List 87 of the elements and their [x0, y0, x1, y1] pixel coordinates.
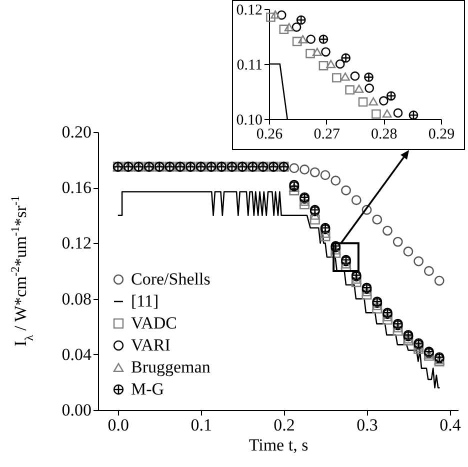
point [362, 204, 372, 215]
x-tick-label: 0.26 [256, 126, 284, 142]
y-tick-label: 0.16 [62, 178, 92, 198]
point [292, 36, 302, 46]
point [276, 10, 286, 20]
point [392, 236, 403, 247]
point [350, 71, 360, 81]
point [289, 163, 300, 174]
legend-label: [11] [131, 292, 159, 310]
point [330, 246, 341, 255]
point [270, 10, 280, 19]
point [351, 274, 362, 284]
point [318, 60, 328, 70]
x-tick-label: 0.2 [274, 416, 295, 434]
point [403, 246, 414, 257]
point [341, 260, 351, 268]
point [306, 48, 315, 58]
point [326, 60, 336, 68]
x-tick-label: 0.28 [371, 126, 398, 142]
y-tick-label: 0.00 [62, 400, 92, 420]
legend-label: VADC [131, 314, 177, 332]
point [382, 312, 392, 322]
point [372, 301, 382, 310]
point [382, 109, 392, 118]
point [378, 96, 388, 106]
point [300, 164, 310, 174]
point [300, 197, 310, 206]
point [318, 34, 328, 44]
x-tick-label: 0.1 [190, 416, 212, 434]
y-tick-label: 0.12 [62, 234, 92, 253]
y-tick-label: 0.11 [236, 58, 262, 74]
point [320, 170, 330, 180]
point [392, 324, 403, 332]
y-tick-label: 0.12 [236, 2, 262, 18]
legend-label: Bruggeman [131, 358, 211, 376]
point [310, 167, 320, 178]
point [340, 72, 350, 81]
point [368, 97, 378, 106]
point [321, 47, 330, 57]
point [372, 304, 382, 314]
y-tick-label: 0.10 [236, 112, 262, 128]
y-tick-label: 0.04 [62, 344, 92, 364]
point [298, 35, 308, 44]
x-tick-label: 0.3 [356, 416, 378, 434]
point [354, 84, 364, 93]
x-tick-label: 0.27 [314, 126, 340, 142]
point [408, 110, 418, 120]
point [351, 277, 362, 288]
point [392, 326, 403, 336]
point [306, 34, 316, 44]
point [330, 248, 341, 258]
point [310, 214, 320, 225]
point [345, 85, 355, 95]
point [310, 211, 320, 220]
point [382, 226, 392, 236]
legend-label: Core/Shells [131, 270, 210, 288]
point [312, 48, 322, 56]
point [386, 91, 396, 101]
point [358, 97, 368, 107]
y-tick-label: 0.08 [62, 289, 92, 308]
point [351, 195, 362, 206]
point [332, 73, 342, 82]
point [320, 229, 330, 238]
point [330, 176, 341, 186]
point [372, 109, 381, 119]
point [382, 314, 392, 325]
point [424, 266, 434, 276]
point [362, 287, 372, 296]
x-tick-label: 0.4 [440, 416, 462, 434]
x-tick-label: 0.29 [428, 126, 455, 142]
point [434, 276, 444, 286]
point [279, 24, 289, 34]
x-tick-label: 0.0 [108, 416, 130, 434]
point [364, 72, 374, 82]
point [284, 23, 294, 32]
point [266, 12, 276, 22]
point [362, 290, 372, 300]
point [300, 199, 310, 210]
point [364, 84, 374, 93]
point [414, 256, 424, 266]
point [393, 108, 403, 118]
x-axis-title: Time t, s [248, 436, 308, 454]
y-tick-label: 0.20 [62, 122, 92, 142]
legend-label: VARI [131, 336, 171, 354]
point [372, 214, 382, 225]
legend-label: M-G [131, 380, 164, 398]
point [341, 185, 351, 196]
